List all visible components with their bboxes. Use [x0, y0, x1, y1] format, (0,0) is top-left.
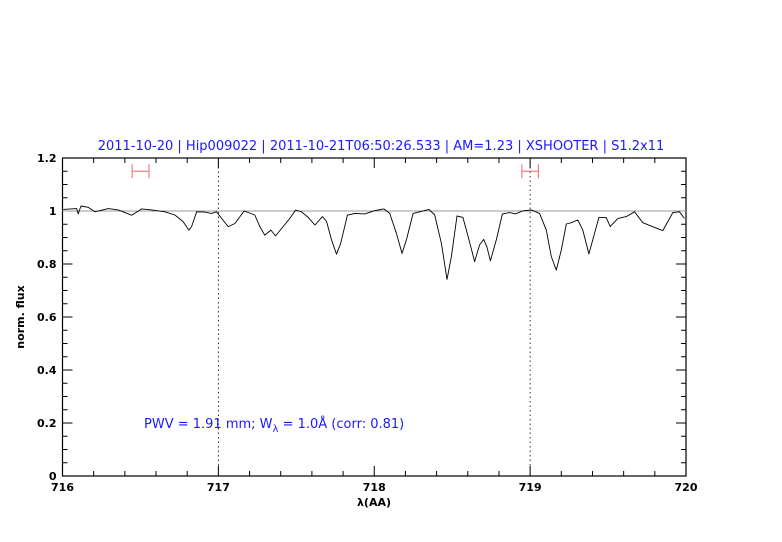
x-axis-label: λ(AA): [357, 496, 391, 509]
x-tick-label: 720: [675, 481, 698, 494]
annotation-subscript: λ: [273, 424, 279, 435]
annotation-prefix: PWV = 1.91 mm; W: [144, 417, 273, 432]
y-axis-label: norm. flux: [14, 285, 27, 348]
axes: 716 717 718 719 720 0 0.2 0.4 0.6 0.8 1 1.2: [37, 152, 698, 494]
annotation-suffix: = 1.0Å (corr: 0.81): [278, 416, 404, 432]
y-tick-label: 0.4: [37, 364, 57, 377]
y-tick-label: 0.6: [37, 311, 57, 324]
y-tick-label: 0.8: [37, 258, 57, 271]
spectrum-line: [63, 205, 685, 280]
x-tick-label: 716: [51, 481, 74, 494]
y-tick-label: 0: [49, 470, 57, 483]
y-tick-label: 1: [49, 205, 57, 218]
interval-marker: [521, 164, 539, 179]
pwv-annotation: PWV = 1.91 mm; Wλ = 1.0Å (corr: 0.81): [144, 416, 404, 435]
x-tick-label: 719: [519, 481, 542, 494]
x-tick-label: 718: [363, 481, 386, 494]
y-tick-label: 1.2: [37, 152, 57, 165]
chart-title: 2011-10-20 | Hip009022 | 2011-10-21T06:5…: [98, 139, 665, 154]
interval-marker: [131, 164, 150, 179]
plot-marks: [62, 158, 686, 476]
x-tick-label: 717: [207, 481, 230, 494]
y-tick-label: 0.2: [37, 417, 57, 430]
